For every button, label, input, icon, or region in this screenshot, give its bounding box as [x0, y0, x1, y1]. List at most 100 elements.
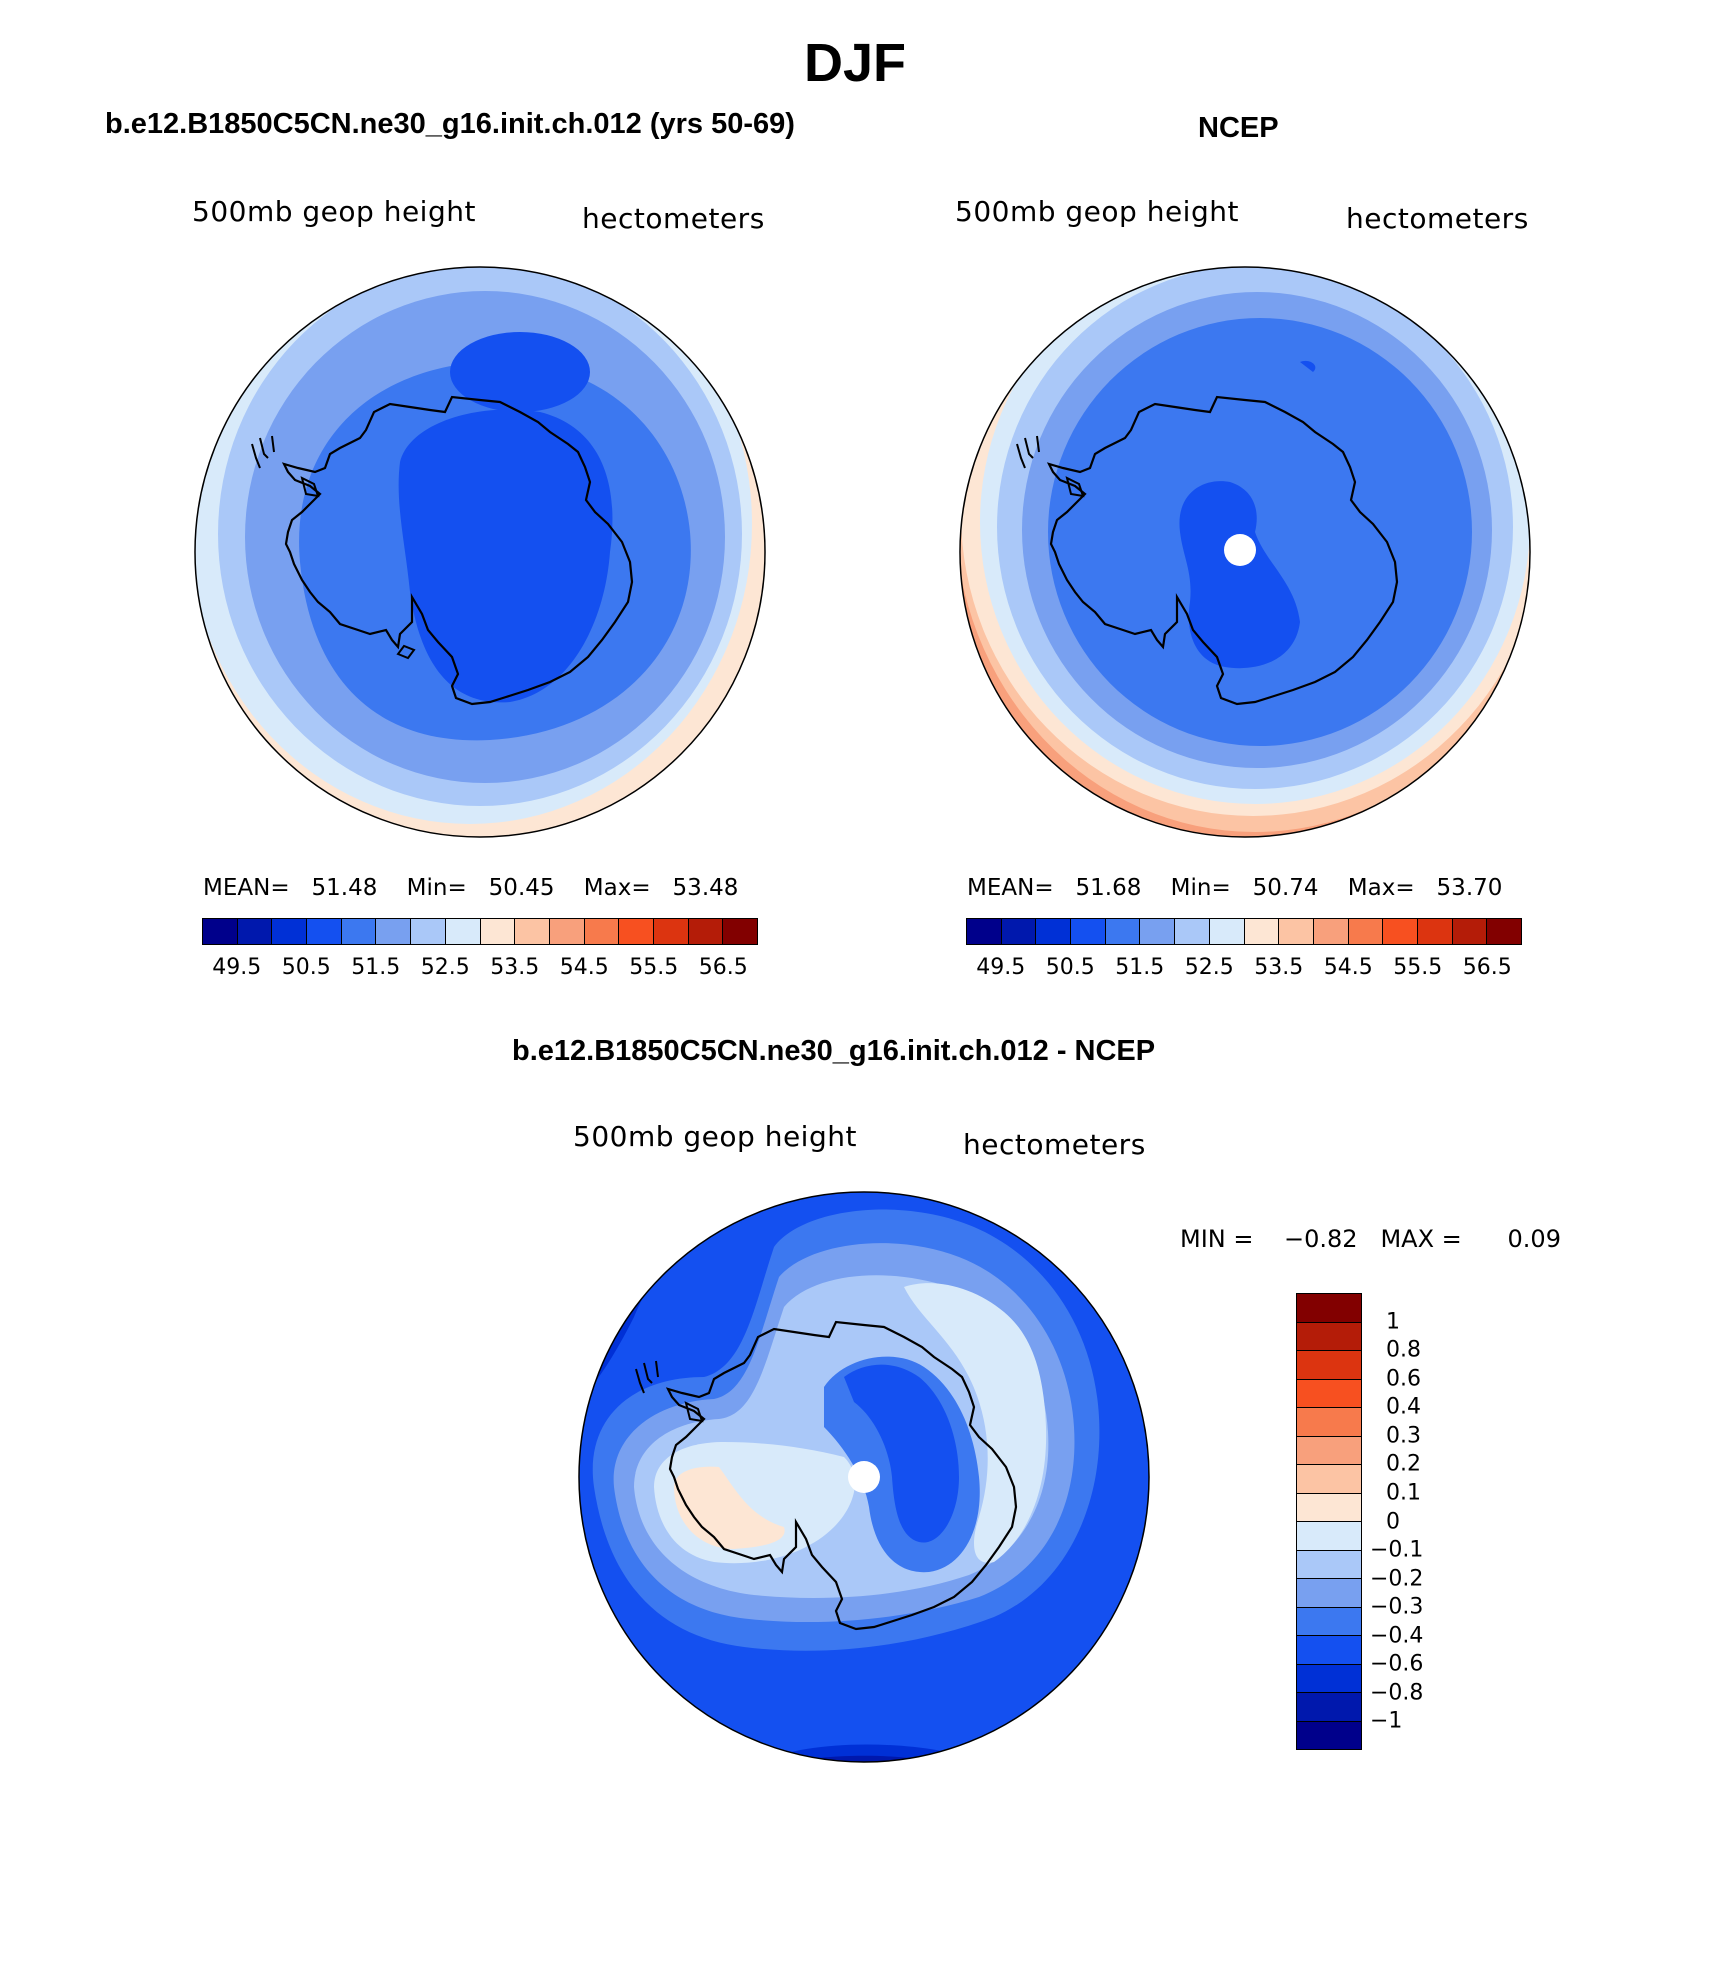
colorbar-tick-label: 0.2 [1386, 1451, 1421, 1477]
colorbar-swatch [1297, 1294, 1361, 1323]
panel2-antarctica-coastline [1046, 395, 1399, 706]
colorbar-swatch [1001, 919, 1037, 944]
panel3-min-label: MIN = [1180, 1225, 1254, 1253]
colorbar-swatch [967, 919, 1002, 944]
panel1-max-label: Max= [583, 875, 651, 901]
colorbar-swatch [1297, 1493, 1361, 1522]
colorbar-swatch [1140, 919, 1176, 944]
panel1-stats: MEAN= 51.48 Min= 50.45 Max= 53.48 [203, 875, 738, 901]
colorbar-swatch [272, 919, 308, 944]
colorbar-swatch [1417, 919, 1453, 944]
colorbar-tick-label: 53.5 [1254, 955, 1304, 980]
panel1-colorbar-labels: 49.5 50.5 51.5 52.5 53.5 54.5 55.5 56.5 [202, 955, 758, 985]
colorbar-swatch [1297, 1322, 1361, 1351]
colorbar-swatch [549, 919, 585, 944]
colorbar-swatch [1297, 1351, 1361, 1380]
panel2-title: NCEP [1198, 112, 1279, 144]
panel2-mean-label: MEAN= [967, 875, 1054, 901]
colorbar-swatch [584, 919, 620, 944]
panel3-title: b.e12.B1850C5CN.ne30_g16.init.ch.012 - N… [512, 1035, 1156, 1067]
colorbar-swatch [411, 919, 446, 944]
colorbar-tick-label: 0.8 [1386, 1337, 1421, 1363]
panel2-colorbar-labels: 49.5 50.5 51.5 52.5 53.5 54.5 55.5 56.5 [966, 955, 1522, 985]
panel1-variable: 500mb geop height [192, 195, 476, 228]
colorbar-swatch [307, 919, 342, 944]
colorbar-swatch [1071, 919, 1106, 944]
colorbar-tick-label: 50.5 [281, 955, 331, 980]
panel2-max-label: Max= [1347, 875, 1415, 901]
panel1-min-label: Min= [406, 875, 467, 901]
colorbar-swatch [619, 919, 654, 944]
panel1-polar-map [194, 266, 766, 838]
panel2-units: hectometers [1346, 202, 1529, 235]
colorbar-tick-label: −0.3 [1370, 1594, 1424, 1620]
colorbar-tick-label: 56.5 [698, 955, 748, 980]
colorbar-tick-label: 0.6 [1386, 1366, 1421, 1392]
colorbar-swatch [1383, 919, 1418, 944]
panel1-units: hectometers [582, 202, 765, 235]
panel1-colorbar [202, 918, 758, 945]
colorbar-swatch [723, 919, 757, 944]
colorbar-tick-label: 52.5 [420, 955, 470, 980]
colorbar-tick-label: 55.5 [1393, 955, 1443, 980]
panel2-colorbar [966, 918, 1522, 945]
colorbar-tick-label: −0.8 [1370, 1680, 1424, 1706]
colorbar-swatch [688, 919, 724, 944]
panel3-variable: 500mb geop height [573, 1120, 857, 1153]
colorbar-tick-label: 54.5 [1323, 955, 1373, 980]
colorbar-swatch [1209, 919, 1245, 944]
colorbar-swatch [1297, 1721, 1361, 1749]
panel2-variable: 500mb geop height [955, 195, 1239, 228]
panel1-antarctica-coastline [281, 395, 634, 706]
colorbar-tick-label: 0.4 [1386, 1394, 1421, 1420]
colorbar-swatch [341, 919, 377, 944]
colorbar-tick-label: 52.5 [1184, 955, 1234, 980]
colorbar-tick-label: 0.1 [1386, 1480, 1421, 1506]
panel3-antarctica-coastline [665, 1320, 1018, 1631]
colorbar-tick-label: 53.5 [490, 955, 540, 980]
colorbar-swatch [1297, 1465, 1361, 1494]
colorbar-swatch [1297, 1579, 1361, 1608]
panel3-units: hectometers [963, 1128, 1146, 1161]
panel3-colorbar [1296, 1293, 1362, 1750]
colorbar-tick-label: −0.6 [1370, 1651, 1424, 1677]
colorbar-swatch [480, 919, 516, 944]
colorbar-tick-label: −1 [1370, 1708, 1403, 1734]
colorbar-swatch [653, 919, 689, 944]
panel2-min-label: Min= [1170, 875, 1231, 901]
colorbar-tick-label: 0 [1386, 1509, 1400, 1534]
panel2-min-value: 50.74 [1252, 875, 1319, 901]
colorbar-tick-label: 0.3 [1386, 1423, 1421, 1449]
panel1-max-value: 53.48 [672, 875, 739, 901]
panel2-max-value: 53.70 [1436, 875, 1503, 901]
panel3-max-value: 0.09 [1507, 1225, 1561, 1253]
colorbar-swatch [1279, 919, 1314, 944]
panel3-stats: MIN = −0.82 MAX = 0.09 [1180, 1225, 1561, 1253]
colorbar-swatch [1297, 1522, 1361, 1551]
panel3-polar-map [578, 1191, 1150, 1763]
colorbar-swatch [515, 919, 550, 944]
colorbar-swatch [1297, 1636, 1361, 1665]
colorbar-swatch [1297, 1607, 1361, 1636]
panel2-polar-map [959, 266, 1531, 838]
colorbar-swatch [1297, 1436, 1361, 1465]
panel3-max-label: MAX = [1380, 1225, 1462, 1253]
colorbar-swatch [1244, 919, 1280, 944]
colorbar-tick-label: −0.4 [1370, 1623, 1424, 1649]
colorbar-tick-label: 50.5 [1045, 955, 1095, 980]
panel3-colorbar-labels: 1 0.8 0.6 0.4 0.3 0.2 0.1 0 −0.1 −0.2 −0.3 −0.4 −0.6… [1370, 1293, 1490, 1750]
panel1-mean-value: 51.48 [311, 875, 378, 901]
colorbar-tick-label: −0.1 [1370, 1537, 1424, 1563]
panel1-mean-label: MEAN= [203, 875, 290, 901]
colorbar-tick-label: 54.5 [559, 955, 609, 980]
panel2-mean-value: 51.68 [1075, 875, 1142, 901]
colorbar-swatch [1313, 919, 1349, 944]
colorbar-tick-label: 49.5 [212, 955, 262, 980]
panel1-title: b.e12.B1850C5CN.ne30_g16.init.ch.012 (yr… [105, 108, 795, 140]
panel2-pole-hole [1224, 534, 1256, 566]
colorbar-tick-label: 49.5 [976, 955, 1026, 980]
colorbar-swatch [1297, 1408, 1361, 1437]
colorbar-swatch [1297, 1693, 1361, 1722]
colorbar-tick-label: −0.2 [1370, 1566, 1424, 1592]
colorbar-tick-label: 51.5 [351, 955, 401, 980]
